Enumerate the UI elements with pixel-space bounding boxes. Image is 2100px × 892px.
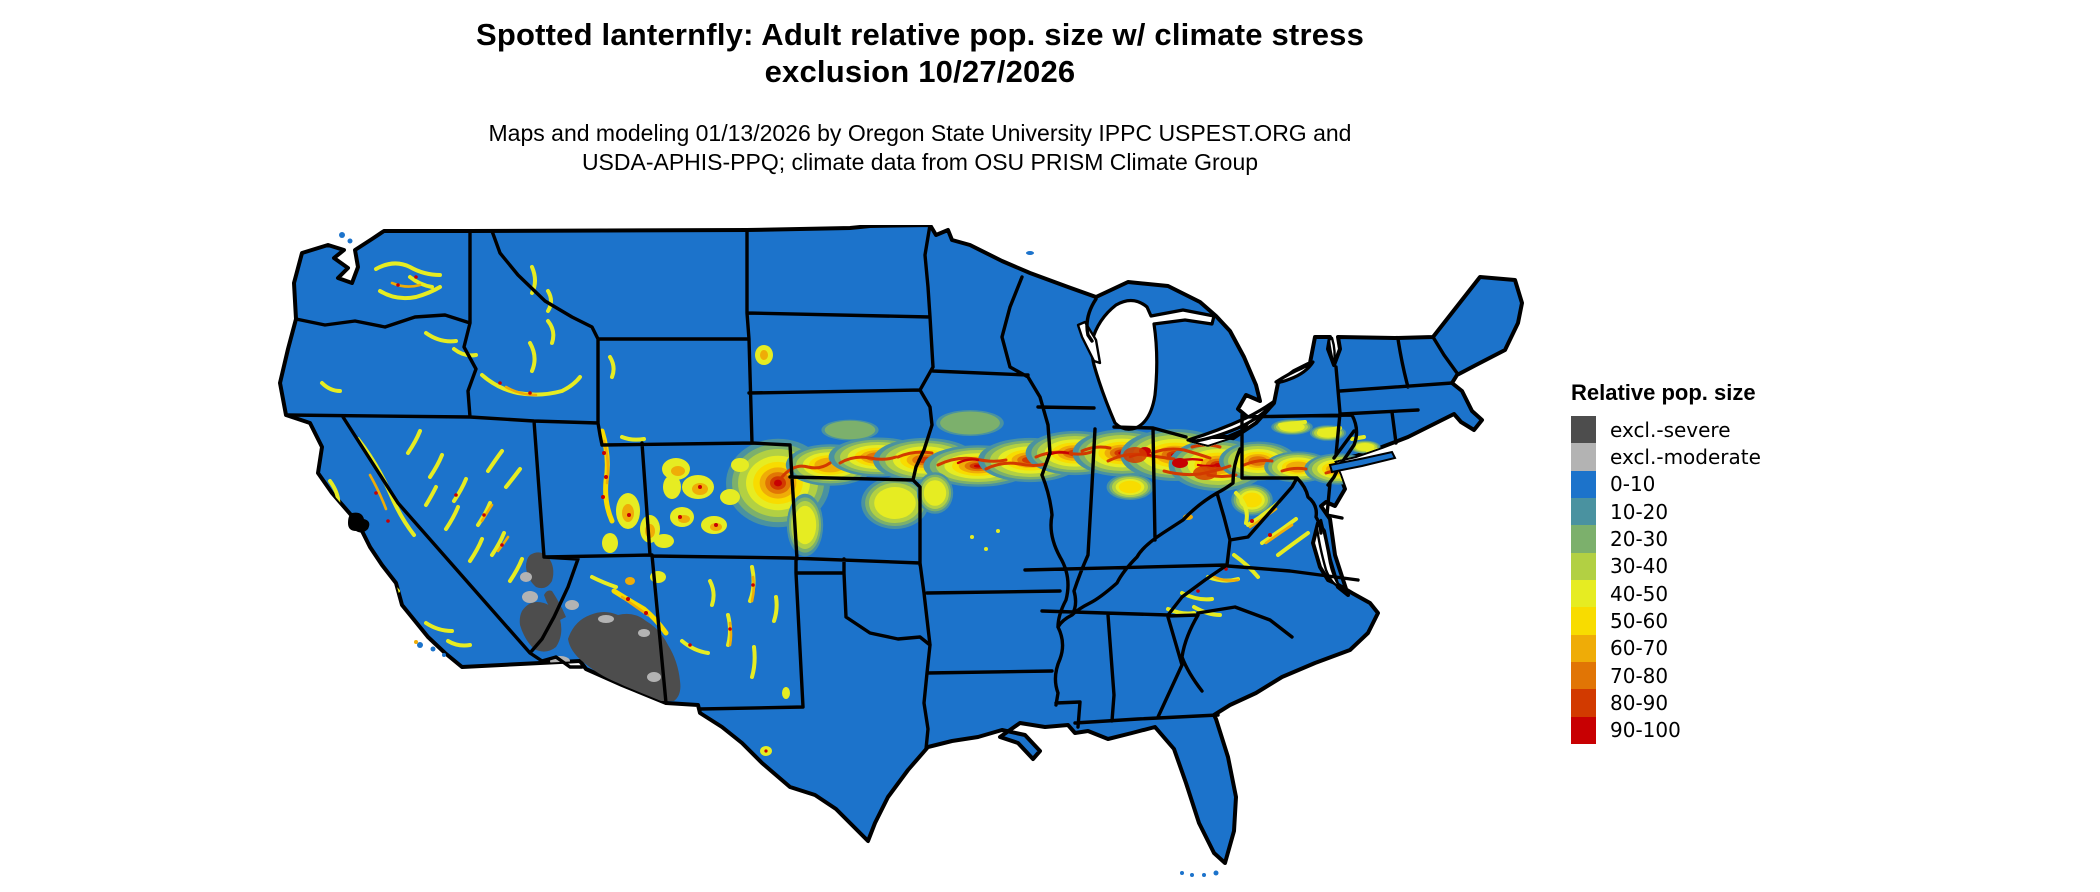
legend-row: excl.-severe	[1571, 416, 1761, 444]
legend-swatch-60-70	[1571, 634, 1596, 663]
legend-row: 0-10	[1571, 470, 1761, 499]
legend-label: 40-50	[1610, 581, 1669, 606]
subtitle-line-1: Maps and modeling 01/13/2026 by Oregon S…	[488, 120, 1352, 146]
page-subtitle: Maps and modeling 01/13/2026 by Oregon S…	[0, 119, 1840, 177]
western-heat-patches	[320, 261, 1000, 756]
legend-label: excl.-severe	[1610, 417, 1731, 442]
legend-row: 20-30	[1571, 525, 1761, 553]
legend-items: excl.-severe excl.-moderate 0-10 10-20 20-30…	[1571, 416, 1761, 745]
legend-label: 30-40	[1610, 554, 1669, 579]
lake-erie	[1186, 400, 1275, 443]
legend-row: 70-80	[1571, 662, 1761, 690]
green-bay	[1076, 320, 1102, 365]
us-map	[278, 223, 1524, 877]
legend-label: 0-10	[1610, 472, 1656, 497]
legend-swatch-40-50	[1571, 580, 1596, 608]
title-line-1: Spotted lanternfly: Adult relative pop. …	[475, 17, 1365, 52]
legend-swatch-10-20	[1571, 498, 1596, 526]
legend-title: Relative pop. size	[1571, 380, 1756, 405]
conus-outline	[278, 223, 1524, 865]
legend-swatch-excl.-severe	[1571, 416, 1596, 444]
lake-michigan	[1090, 298, 1216, 431]
title-line-2: exclusion 10/27/2026	[764, 54, 1076, 89]
page-title: Spotted lanternfly: Adult relative pop. …	[0, 16, 1840, 90]
san-francisco-bay-mark	[348, 512, 370, 533]
map-legend: Relative pop. size excl.-severe excl.-mod…	[1571, 380, 1761, 745]
legend-label: 70-80	[1610, 663, 1669, 688]
heat-band-red-core	[780, 443, 1352, 480]
legend-label: 80-90	[1610, 691, 1669, 716]
legend-row: 60-70	[1571, 634, 1761, 663]
state-borders	[284, 223, 1459, 751]
legend-row: 80-90	[1571, 689, 1761, 717]
chesapeake-bay	[1315, 518, 1342, 589]
legend-swatch-excl.-moderate	[1571, 443, 1596, 471]
long-island	[1328, 450, 1397, 474]
lake-champlain	[1327, 336, 1336, 367]
legend-row: 90-100	[1571, 716, 1761, 745]
legend-row: 40-50	[1571, 580, 1761, 608]
legend-row: 30-40	[1571, 552, 1761, 581]
legend-swatch-20-30	[1571, 525, 1596, 553]
legend-label: 10-20	[1610, 499, 1669, 524]
legend-swatch-0-10	[1571, 470, 1596, 499]
legend-row: 50-60	[1571, 607, 1761, 635]
legend-label: 60-70	[1610, 636, 1669, 661]
legend-label: 90-100	[1610, 718, 1681, 743]
legend-row: 10-20	[1571, 498, 1761, 526]
us-map-container	[230, 223, 1560, 885]
legend-label: excl.-moderate	[1610, 445, 1761, 470]
legend-swatch-90-100	[1571, 716, 1596, 745]
legend-swatch-30-40	[1571, 552, 1596, 581]
legend-swatch-80-90	[1571, 689, 1596, 717]
legend-swatch-70-80	[1571, 662, 1596, 690]
lake-ontario	[1274, 360, 1315, 384]
legend-label: 50-60	[1610, 609, 1669, 634]
great-lakes	[1076, 298, 1342, 589]
appalachian-heat-patches	[1166, 420, 1380, 617]
legend-label: 20-30	[1610, 527, 1669, 552]
islands	[339, 232, 1397, 877]
legend-swatch-50-60	[1571, 607, 1596, 635]
subtitle-line-2: USDA-APHIS-PPQ; climate data from OSU PR…	[581, 149, 1259, 175]
legend-row: excl.-moderate	[1571, 443, 1761, 471]
